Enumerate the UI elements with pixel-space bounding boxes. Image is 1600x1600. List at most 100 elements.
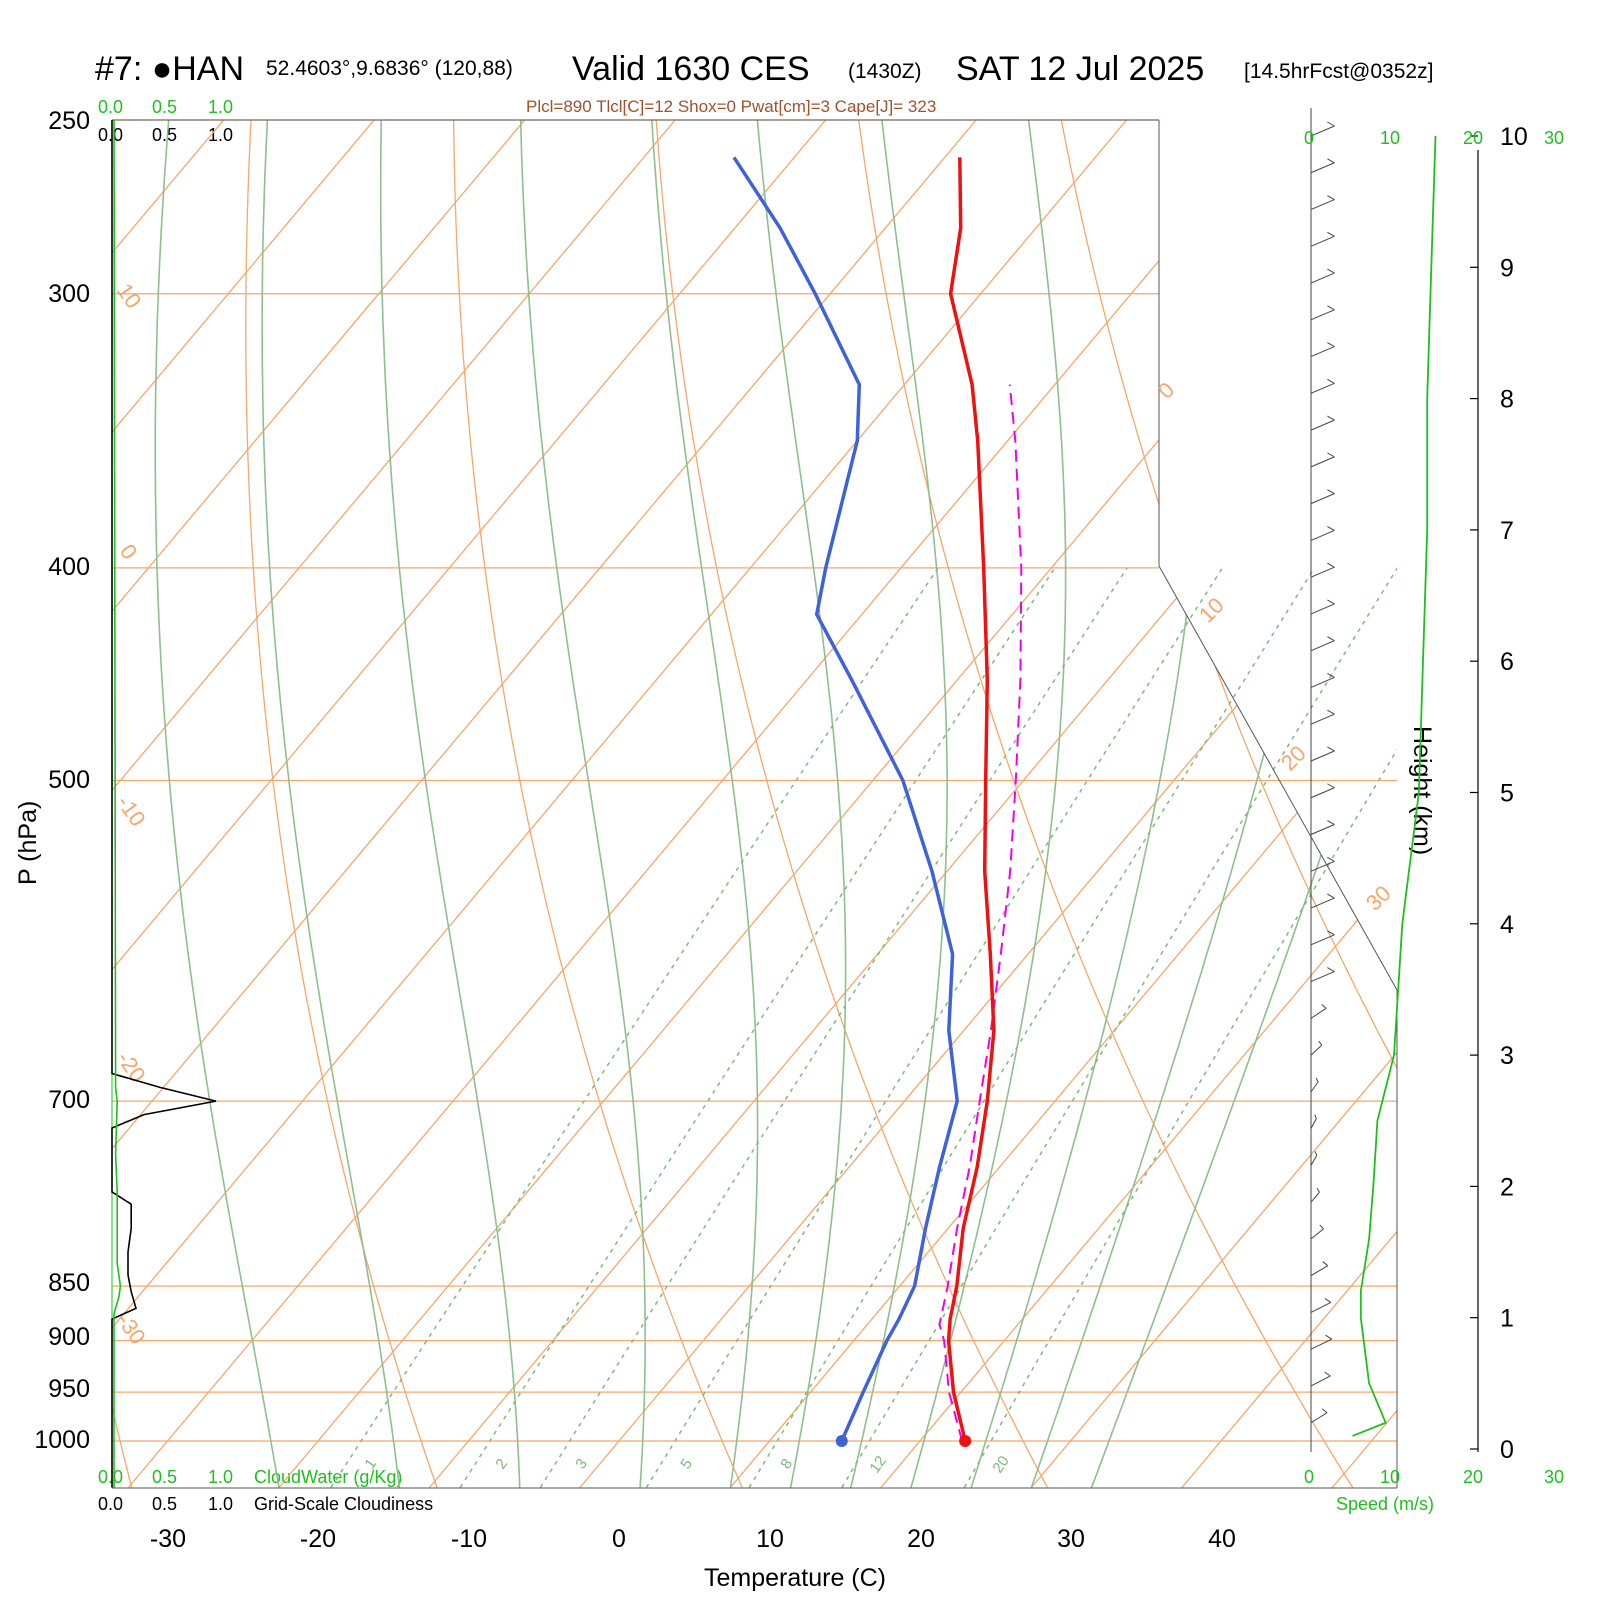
isotherm-label-0a: 0 [1153, 377, 1179, 403]
wind-barb [1310, 934, 1335, 946]
moist-adiabat [850, 120, 948, 1488]
isotherm-label-10: 10 [112, 279, 147, 313]
moist-adiabat [651, 120, 759, 1488]
isotherm-line [428, 120, 1397, 1488]
cloud-scale-black-0: 0.0 [98, 125, 123, 145]
height-tick-label: 2 [1500, 1173, 1514, 1201]
wind-barb [1310, 235, 1335, 247]
isotherm-label-m20: -20 [112, 1047, 151, 1087]
dry-adiabat [655, 120, 1048, 1488]
wind-barb [1310, 1228, 1324, 1240]
wind-barb-flag [1316, 1187, 1320, 1193]
wind-barb-flag [1327, 562, 1335, 568]
surface-dewpoint-marker [835, 1435, 848, 1447]
station-coords: 52.4603°,9.6836° (120,88) [266, 57, 513, 80]
wind-barb-flag [1314, 1151, 1318, 1156]
wind-barb [1310, 456, 1335, 468]
wind-barb [1310, 860, 1335, 872]
mixing-ratio-line-5 [645, 567, 1224, 1488]
wind-barb [1310, 1265, 1329, 1277]
chart-header: #7: ●HAN 52.4603°,9.6836° (120,88) Valid… [95, 50, 1433, 116]
height-tick-label: 8 [1500, 386, 1514, 414]
mixing-ratio-label-3: 3 [572, 1456, 591, 1473]
cloud-scale-legend-bottom: 0.0 0.5 1.0 CloudWater (g/Kg) 0.0 0.5 1.… [98, 1467, 433, 1514]
thermo-grid [112, 120, 1397, 1488]
height-tick-label: 9 [1500, 254, 1514, 282]
wind-barb-flag [1327, 121, 1335, 127]
isotherm-labels: 10 0 -10 -20 -30 0 10 20 30 [112, 279, 1396, 1349]
wind-barb [1310, 162, 1335, 174]
pressure-tick-850: 850 [48, 1269, 90, 1297]
temp-tick-0: 0 [612, 1525, 626, 1553]
isotherm-line [1181, 120, 1397, 1488]
dry-adiabat [1060, 120, 1397, 1488]
cloudiness-scale-1: 0.5 [152, 1494, 177, 1514]
cloudiness-legend-label: Grid-Scale Cloudiness [254, 1494, 433, 1514]
cloud-scale-legend-top: 0.0 0.5 1.0 0.0 0.5 1.0 [98, 97, 233, 145]
wind-barb-flag [1327, 305, 1335, 311]
isotherm-line [127, 120, 1278, 1488]
isotherm-line [729, 120, 1397, 1488]
isotherm-line [112, 120, 375, 1488]
wind-barb-flag [1315, 1077, 1319, 1083]
cloud-scale-green-2: 1.0 [208, 97, 233, 117]
wind-barb [1310, 419, 1335, 431]
valid-date: SAT 12 Jul 2025 [956, 50, 1204, 88]
mixing-ratio-line-20 [963, 748, 1397, 1488]
wind-barb-flag [1327, 452, 1335, 458]
speed-tick-top-20: 20 [1463, 128, 1483, 148]
cloud-scale-green-1: 0.5 [152, 97, 177, 117]
wind-barb [1310, 787, 1335, 799]
moist-adiabat [154, 120, 280, 1488]
temp-tick-30: 30 [1057, 1525, 1085, 1553]
wind-barb [1310, 750, 1335, 762]
wind-barb [1310, 493, 1335, 505]
height-ticks: 0 1 2 3 4 5 6 7 8 9 10 [1470, 123, 1528, 1464]
wind-barb [1310, 1191, 1320, 1203]
wind-barb [1310, 382, 1335, 394]
wind-barb [1310, 1081, 1319, 1093]
wind-barb-flag [1318, 1040, 1323, 1046]
temp-tick-m10: -10 [451, 1525, 487, 1553]
mixing-ratio-line-3 [539, 567, 1128, 1488]
wind-barb-flag [1321, 1003, 1327, 1009]
pressure-tick-300: 300 [48, 280, 90, 308]
wind-barb [1310, 1044, 1323, 1056]
moist-adiabat [379, 120, 521, 1488]
speed-tick-bottom-0: 0 [1304, 1467, 1314, 1487]
parcel-trace [938, 384, 1023, 1442]
moist-adiabat [970, 120, 1207, 1488]
wind-barb-flag [1327, 673, 1335, 678]
mixing-ratio-line-12 [841, 567, 1397, 1488]
wind-barb-flag [1319, 1224, 1324, 1230]
wind-barb-flag [1322, 1261, 1329, 1267]
cloudiness-scale-2: 1.0 [208, 1494, 233, 1514]
isotherm-label-10b: 10 [1194, 593, 1229, 628]
dewpoint-trace [732, 156, 959, 1442]
sounding-indices: Plcl=890 Tlcl[C]=12 Shox=0 Pwat[cm]=3 Ca… [526, 97, 936, 116]
wind-barb-flag [1327, 599, 1335, 605]
mixing-ratio-label-5: 5 [677, 1456, 696, 1473]
cloudwater-legend-label: CloudWater (g/Kg) [254, 1467, 402, 1487]
temp-tick-m20: -20 [300, 1525, 336, 1553]
pressure-tick-1000: 1000 [34, 1426, 90, 1454]
wind-barb [1310, 272, 1335, 284]
pressure-axis-label: P (hPa) [14, 801, 42, 885]
wind-barbs [1310, 121, 1335, 1424]
speed-tick-top-0: 0 [1304, 128, 1314, 148]
wind-speed-axis: 0 10 20 30 0 10 20 30 Speed (m/s) [1304, 128, 1564, 1514]
height-tick-label: 7 [1500, 517, 1514, 545]
plot-frame [111, 119, 1398, 1489]
isotherm-label-30: 30 [1361, 881, 1396, 916]
moist-adiabat [519, 120, 646, 1488]
mixing-ratio-label-20: 20 [989, 1453, 1012, 1476]
isotherm-line [112, 120, 1128, 1488]
pressure-tick-900: 900 [48, 1323, 90, 1351]
wind-barb [1310, 346, 1335, 358]
moist-adiabat [261, 120, 401, 1488]
pressure-tick-700: 700 [48, 1086, 90, 1114]
wind-barb [1310, 677, 1335, 688]
wind-barb [1310, 566, 1335, 578]
isotherm-label-m30: -30 [112, 1309, 151, 1349]
wind-speed-profile [1352, 135, 1437, 1437]
